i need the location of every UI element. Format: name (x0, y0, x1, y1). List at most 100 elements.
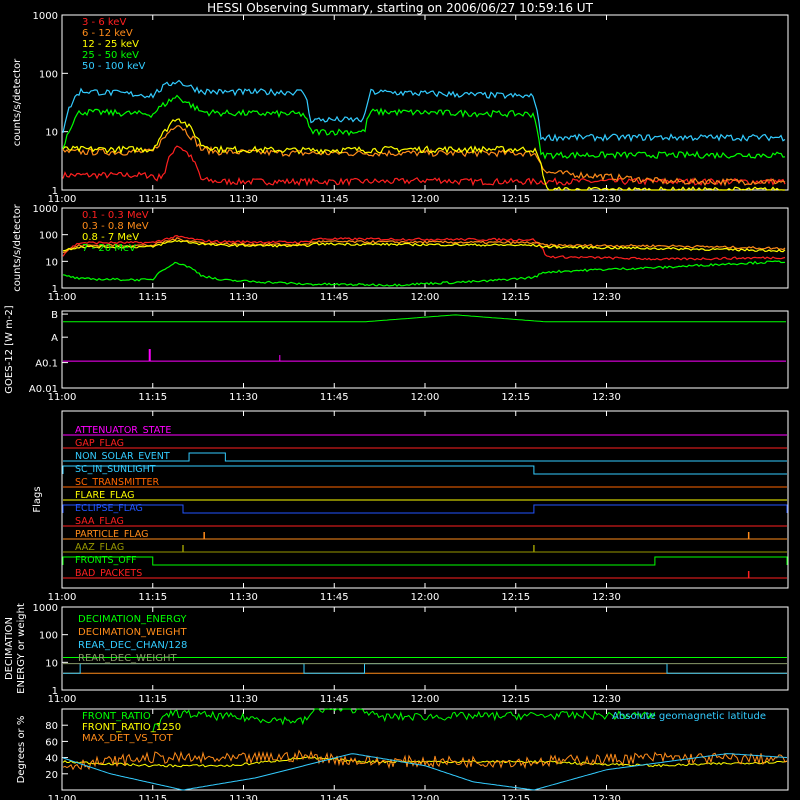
x-tick-label: 11:00 (48, 794, 77, 800)
x-tick-label: 11:30 (229, 592, 258, 603)
flag-label: SC_IN_SUNLIGHT (75, 464, 156, 475)
legend-entry: 25 - 50 keV (82, 50, 139, 61)
x-tick-label: 11:15 (138, 794, 167, 800)
panel-decimation: 11:00 11:15 11:30 11:45 12:00 12:15 12:30 1 10 10… (4, 603, 789, 705)
annotation-label: Absolute geomagnetic latitude (612, 711, 766, 722)
legend-entry: 3 - 6 keV (82, 17, 126, 28)
legend-entry: 12 - 25 keV (82, 39, 139, 50)
x-tick-label: 11:00 (48, 194, 77, 205)
x-tick-label: 12:00 (411, 292, 440, 303)
x-tick-label: 11:15 (138, 392, 167, 403)
series-line (62, 239, 786, 253)
x-tick-label: 12:00 (411, 392, 440, 403)
x-tick-label: 11:15 (138, 292, 167, 303)
x-tick-label: 11:30 (229, 194, 258, 205)
y-tick-label: 80 (45, 721, 58, 732)
x-tick-label: 11:45 (320, 292, 349, 303)
y-tick-label: 1 (52, 686, 58, 697)
x-tick-label: 11:15 (138, 194, 167, 205)
y-tick-label: 100 (39, 69, 58, 80)
legend-entry: 0.1 - 0.3 MeV (82, 210, 149, 221)
series-line (62, 79, 786, 143)
y-tick-label: 1 (52, 284, 58, 295)
x-tick-label: 11:45 (320, 694, 349, 705)
panel-goes: 11:00 11:15 11:30 11:45 12:00 12:15 12:30 A0.01… (4, 305, 789, 403)
x-tick-label: 12:30 (592, 392, 621, 403)
y-tick-label: B (51, 310, 58, 321)
x-tick-label: 12:30 (592, 292, 621, 303)
x-tick-label: 11:30 (229, 392, 258, 403)
x-tick-label: 12:15 (501, 292, 530, 303)
y-tick-label: A0.1 (35, 359, 58, 370)
y-tick-label: 10 (45, 658, 58, 669)
series-line (62, 753, 788, 791)
legend-entry: 6 - 12 keV (82, 28, 133, 39)
x-tick-label: 12:30 (592, 794, 621, 800)
x-tick-label: 12:30 (592, 592, 621, 603)
series-line (62, 118, 785, 191)
flag-line (62, 556, 788, 566)
flag-label: NON_SOLAR_EVENT (75, 451, 170, 462)
y-axis-label: counts/s/detector (12, 203, 23, 291)
y-tick-label: 100 (39, 631, 58, 642)
y-tick-label: A0.01 (29, 384, 58, 395)
x-tick-label: 12:15 (501, 392, 530, 403)
panel-ratios: 11:00 11:15 11:30 11:45 12:00 12:15 12:30 20 40 6… (16, 708, 789, 800)
legend-entry: FRONT_RATIO_1250 (82, 722, 181, 733)
panels: 11:00 11:15 11:30 11:45 12:00 12:15 12:3011010… (4, 11, 789, 800)
legend-entry: FRONT_RATIO (82, 711, 151, 722)
x-tick-label: 12:30 (592, 194, 621, 205)
x-tick-label: 11:00 (48, 292, 77, 303)
panel-low_energy: 11:00 11:15 11:30 11:45 12:00 12:15 12:30 1 10 10… (12, 11, 789, 205)
x-tick-label: 11:00 (48, 592, 77, 603)
legend-entry: REAR_DEC_WEIGHT (78, 653, 177, 664)
panel-flags: 11:00 11:15 11:30 11:45 12:00 12:15 12:30 Flags… (32, 410, 789, 603)
x-tick-label: 11:15 (138, 694, 167, 705)
flag-label: ATTENUATOR_STATE (75, 425, 171, 436)
y-axis-label: Degrees or % (16, 716, 27, 784)
y-axis-label: GOES-12 [W m-2] (4, 305, 15, 393)
x-tick-label: 12:15 (501, 794, 530, 800)
x-tick-label: 11:30 (229, 292, 258, 303)
y-tick-label: 1000 (33, 204, 58, 215)
x-tick-label: 12:00 (411, 694, 440, 705)
flag-label: PARTICLE_FLAG (75, 529, 148, 540)
flag-line (63, 452, 787, 462)
y-tick-label: 1000 (33, 603, 58, 614)
flag-label: GAP_FLAG (75, 438, 124, 449)
y-axis-label: Flags (32, 486, 43, 512)
y-tick-label: 1000 (33, 11, 58, 22)
series-line (62, 260, 786, 287)
y-axis-label: counts/s/detector (12, 58, 23, 146)
series-line (63, 663, 787, 674)
x-tick-label: 11:45 (320, 392, 349, 403)
x-tick-label: 11:00 (48, 694, 77, 705)
legend-entry: DECIMATION_WEIGHT (78, 627, 187, 638)
y-tick-label: 1 (52, 186, 58, 197)
legend-entry: DECIMATION_ENERGY (78, 614, 187, 625)
x-tick-label: 12:00 (411, 194, 440, 205)
x-tick-label: 11:30 (229, 694, 258, 705)
y-tick-label: 40 (45, 754, 58, 765)
legend-entry: REAR_DEC_CHAN/128 (78, 640, 187, 651)
x-tick-label: 12:00 (411, 794, 440, 800)
legend-entry: 7 - 20 MeV (82, 243, 136, 254)
x-tick-label: 12:00 (411, 592, 440, 603)
flag-label: FRONTS_OFF (75, 555, 137, 566)
series-line (62, 749, 788, 771)
figure-title: HESSI Observing Summary, starting on 200… (207, 1, 593, 15)
flag-line (62, 465, 787, 475)
y-tick-label: 10 (45, 257, 58, 268)
flag-label: ECLIPSE_FLAG (75, 503, 143, 514)
x-tick-label: 11:45 (320, 794, 349, 800)
x-tick-label: 11:00 (48, 392, 77, 403)
x-tick-label: 12:15 (501, 694, 530, 705)
legend-entry: 50 - 100 keV (82, 61, 146, 72)
y-tick-label: 10 (45, 128, 58, 139)
legend-entry: 0.3 - 0.8 MeV (82, 221, 149, 232)
series-line (62, 145, 786, 187)
y-tick-label: 20 (45, 770, 58, 781)
x-tick-label: 11:15 (138, 592, 167, 603)
